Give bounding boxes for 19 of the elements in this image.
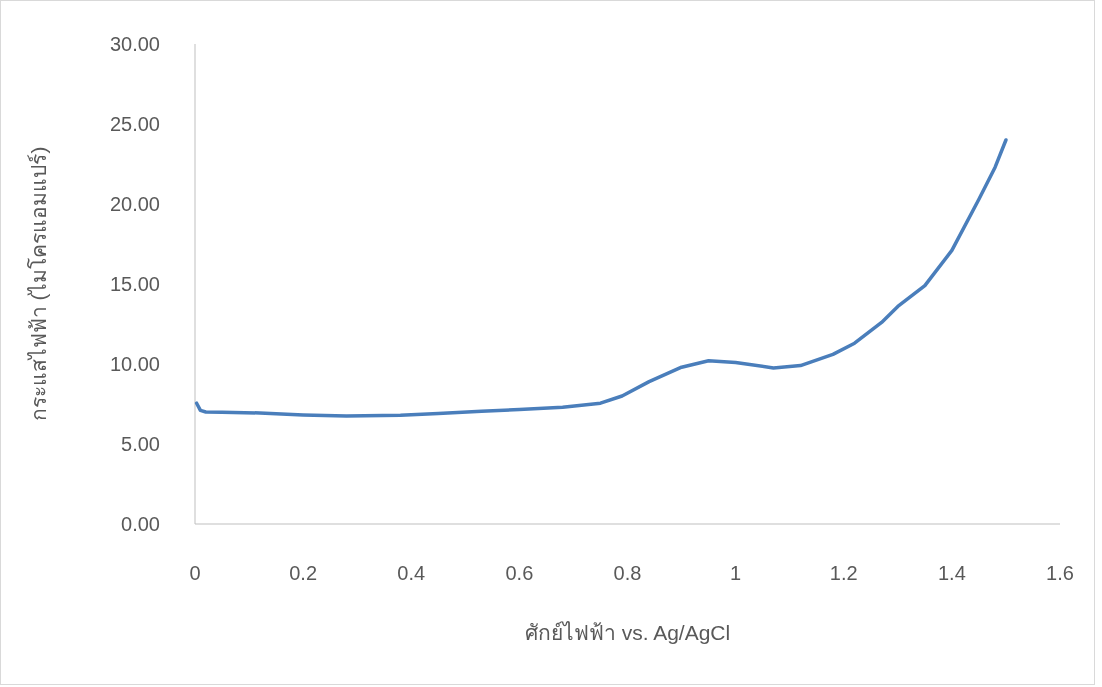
- x-tick-label: 1.2: [829, 562, 858, 584]
- x-tick-label: 0.2: [289, 562, 318, 584]
- y-tick-label: 30.00: [109, 33, 160, 55]
- x-tick-label: 1.4: [937, 562, 966, 584]
- x-tick-label: 1.6: [1046, 562, 1074, 584]
- x-tick-label: 0.8: [613, 562, 642, 584]
- y-tick-label: 0.00: [121, 513, 160, 535]
- x-tick-label: 0.6: [505, 562, 534, 584]
- y-tick-label: 20.00: [109, 193, 160, 215]
- y-tick-label: 5.00: [121, 433, 160, 455]
- x-tick-label: 0: [189, 562, 201, 584]
- x-axis-title: ศักย์ไฟฟ้า vs. Ag/AgCl: [524, 621, 731, 644]
- x-tick-label: 0.4: [397, 562, 426, 584]
- x-tick-label: 1: [730, 562, 742, 584]
- y-tick-label: 25.00: [109, 113, 160, 135]
- y-tick-label: 15.00: [109, 273, 160, 295]
- y-axis-title: กระแสไฟฟ้า (ไมโครแอมแปร์): [27, 146, 50, 422]
- y-tick-label: 10.00: [109, 353, 160, 375]
- line-series: [194, 138, 1008, 418]
